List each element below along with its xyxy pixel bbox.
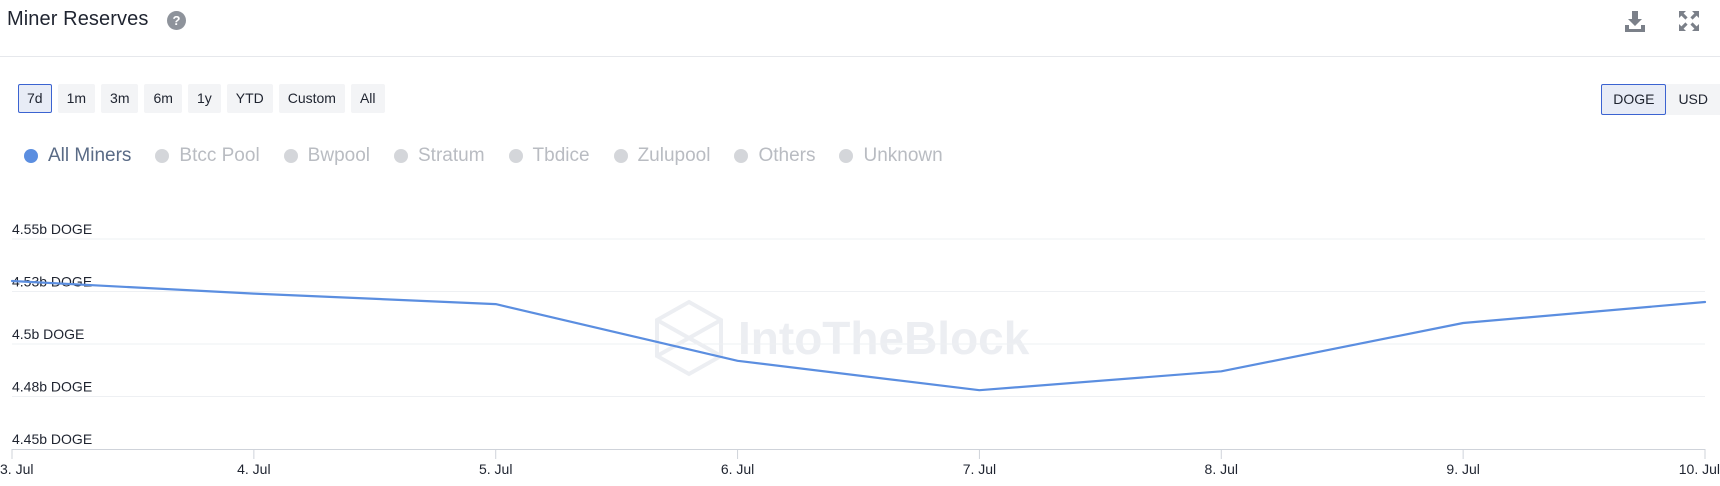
range-button-custom[interactable]: Custom (278, 84, 345, 113)
x-tick-label: 10. Jul (1679, 461, 1720, 477)
x-tick-label: 5. Jul (479, 461, 512, 477)
range-button-1y[interactable]: 1y (187, 84, 221, 113)
range-button-6m[interactable]: 6m (144, 84, 182, 113)
legend-label: Bwpool (307, 145, 370, 166)
data-point (1219, 369, 1223, 373)
y-tick-label: 4.5b DOGE (12, 326, 84, 342)
legend-item-all-miners[interactable]: All Miners (24, 145, 131, 167)
legend-label: Unknown (863, 145, 943, 166)
legend-label: Stratum (418, 145, 485, 166)
legend-item-tbdice[interactable]: Tbdice (508, 145, 590, 167)
range-button-ytd[interactable]: YTD (226, 84, 273, 113)
legend-dot (508, 149, 523, 163)
x-tick-label: 3. Jul (0, 461, 33, 477)
chart-header: Miner Reserves ? (0, 0, 1720, 57)
y-tick-label: 4.45b DOGE (12, 431, 92, 447)
legend-dot (613, 149, 628, 163)
legend-label: Btcc Pool (179, 145, 260, 166)
x-tick-label: 7. Jul (963, 461, 996, 477)
data-point (10, 279, 14, 283)
data-point (977, 388, 981, 392)
legend-dot (394, 149, 408, 163)
x-tick-label: 6. Jul (721, 461, 754, 477)
legend-dot (24, 149, 38, 163)
legend-label: All Miners (48, 145, 132, 166)
currency-selector: DOGE USD (1601, 84, 1720, 115)
watermark: IntoTheBlock (655, 299, 1030, 377)
data-point (736, 359, 740, 363)
download-icon[interactable] (1622, 8, 1648, 34)
legend-item-bwpool[interactable]: Bwpool (283, 145, 370, 167)
x-tick-label: 9. Jul (1446, 461, 1479, 477)
watermark-logo-icon (655, 299, 723, 377)
range-button-7d[interactable]: 7d (18, 84, 52, 113)
legend-dot (839, 149, 854, 163)
y-tick-label: 4.48b DOGE (12, 379, 92, 395)
legend-item-unknown[interactable]: Unknown (839, 145, 943, 167)
x-tick-label: 4. Jul (237, 461, 270, 477)
legend-item-zulupool[interactable]: Zulupool (613, 145, 711, 167)
time-range-selector: 7d 1m 3m 6m 1y YTD Custom All (18, 84, 385, 113)
question-circle-icon[interactable]: ? (167, 11, 186, 30)
series-line (10, 279, 1707, 392)
legend-label: Tbdice (532, 145, 590, 166)
y-tick-label: 4.55b DOGE (12, 221, 92, 237)
range-button-all[interactable]: All (350, 84, 385, 113)
currency-button-usd[interactable]: USD (1666, 84, 1720, 115)
watermark-text: IntoTheBlock (738, 312, 1030, 364)
chart-legend: All Miners Btcc Pool Bwpool Stratum Tbdi… (24, 145, 967, 167)
data-point (1461, 321, 1465, 325)
data-point (252, 292, 256, 296)
legend-label: Zulupool (637, 145, 711, 166)
legend-item-others[interactable]: Others (734, 145, 815, 167)
data-point (494, 302, 498, 306)
page-title: Miner Reserves (7, 8, 149, 30)
y-tick-label: 4.53b DOGE (12, 274, 92, 290)
legend-dot (283, 149, 298, 163)
legend-dot (155, 149, 170, 163)
data-point (1703, 300, 1707, 304)
x-tick-label: 8. Jul (1205, 461, 1238, 477)
expand-icon[interactable] (1676, 8, 1702, 34)
legend-label: Others (758, 145, 816, 166)
range-button-1m[interactable]: 1m (57, 84, 96, 113)
range-button-3m[interactable]: 3m (101, 84, 139, 113)
legend-dot (734, 149, 749, 163)
legend-item-btcc-pool[interactable]: Btcc Pool (155, 145, 260, 167)
legend-item-stratum[interactable]: Stratum (394, 145, 485, 167)
currency-button-doge[interactable]: DOGE (1601, 84, 1667, 115)
